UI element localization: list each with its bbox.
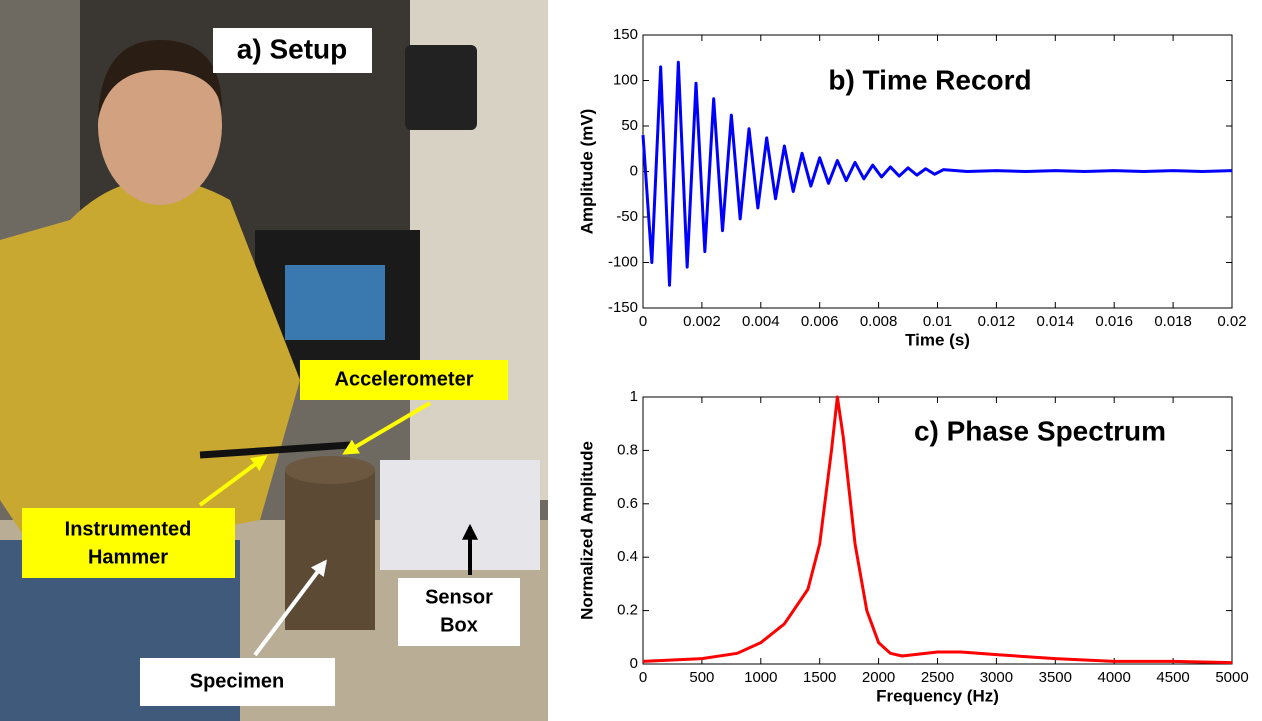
- label-box: [213, 28, 372, 73]
- plot-area: [642, 396, 1233, 665]
- y-axis-label: Amplitude (mV): [577, 109, 596, 235]
- y-tick-label: -150: [608, 299, 638, 316]
- hair: [98, 40, 222, 120]
- x-tick-label: 0.02: [1217, 313, 1246, 330]
- label-sensor-box: Sensor: [425, 586, 493, 608]
- x-tick-label: 0.014: [1037, 313, 1075, 330]
- x-tick-label: 1000: [744, 669, 777, 686]
- y-tick-label: 150: [613, 26, 638, 43]
- x-tick-label: 0.004: [742, 313, 780, 330]
- label-box: [22, 508, 235, 578]
- x-tick-label: 500: [689, 669, 714, 686]
- x-tick-label: 0: [639, 313, 647, 330]
- x-tick-label: 2500: [921, 669, 954, 686]
- shirt: [0, 179, 300, 560]
- label-sensor-box: Box: [440, 614, 478, 636]
- x-tick-label: 3500: [1039, 669, 1072, 686]
- y-tick-label: 0.6: [617, 495, 638, 512]
- y-tick-label: 0.4: [617, 548, 638, 565]
- y-tick-label: 0: [630, 162, 638, 179]
- y-tick-label: 0: [630, 655, 638, 672]
- photo-title: a) Setup: [237, 33, 347, 64]
- label-box: [398, 578, 520, 646]
- x-tick-label: 0.008: [860, 313, 898, 330]
- y-tick-label: -100: [608, 253, 638, 270]
- x-tick-label: 4000: [1098, 669, 1131, 686]
- label-box: [300, 360, 508, 400]
- x-axis-label: Frequency (Hz): [876, 686, 999, 705]
- x-tick-label: 1500: [803, 669, 836, 686]
- y-tick-label: 100: [613, 71, 638, 88]
- x-tick-label: 0.002: [683, 313, 721, 330]
- label-hammer: Hammer: [88, 546, 168, 568]
- specimen-top: [285, 456, 375, 484]
- y-tick-label: 1: [630, 388, 638, 405]
- data-line: [642, 395, 1233, 665]
- x-tick-label: 3000: [980, 669, 1013, 686]
- y-tick-label: 50: [621, 117, 638, 134]
- x-tick-label: 0.018: [1154, 313, 1192, 330]
- arrow: [198, 455, 268, 507]
- x-tick-label: 0.01: [923, 313, 952, 330]
- y-axis-label: Normalized Amplitude: [577, 441, 596, 620]
- x-tick-label: 0.012: [978, 313, 1016, 330]
- chart-title: c) Phase Spectrum: [914, 415, 1166, 446]
- photo: a) Setup Accelerometer Instrumented Hamm…: [0, 0, 548, 721]
- hammer-shape: [199, 441, 351, 459]
- sensor-box-shape: [380, 460, 540, 570]
- head: [98, 45, 222, 205]
- y-tick-label: -50: [616, 208, 638, 225]
- monitor-screen: [285, 265, 385, 340]
- x-tick-label: 0.016: [1095, 313, 1133, 330]
- label-box: [140, 658, 335, 706]
- label-hammer: Instrumented: [65, 518, 192, 540]
- x-tick-label: 4500: [1156, 669, 1189, 686]
- x-tick-label: 0.006: [801, 313, 839, 330]
- data-line: [641, 60, 1233, 287]
- x-tick-label: 2000: [862, 669, 895, 686]
- x-tick-label: 0: [639, 669, 647, 686]
- arrow: [253, 559, 327, 657]
- x-tick-label: 5000: [1215, 669, 1248, 686]
- device: [405, 45, 477, 130]
- y-tick-label: 0.2: [617, 602, 638, 619]
- x-axis-label: Time (s): [905, 330, 970, 349]
- y-tick-label: 0.8: [617, 441, 638, 458]
- label-accelerometer: Accelerometer: [335, 368, 474, 390]
- label-specimen: Specimen: [190, 670, 284, 692]
- specimen-shape: [285, 470, 375, 630]
- chart-title: b) Time Record: [828, 64, 1031, 95]
- arrow: [342, 401, 432, 455]
